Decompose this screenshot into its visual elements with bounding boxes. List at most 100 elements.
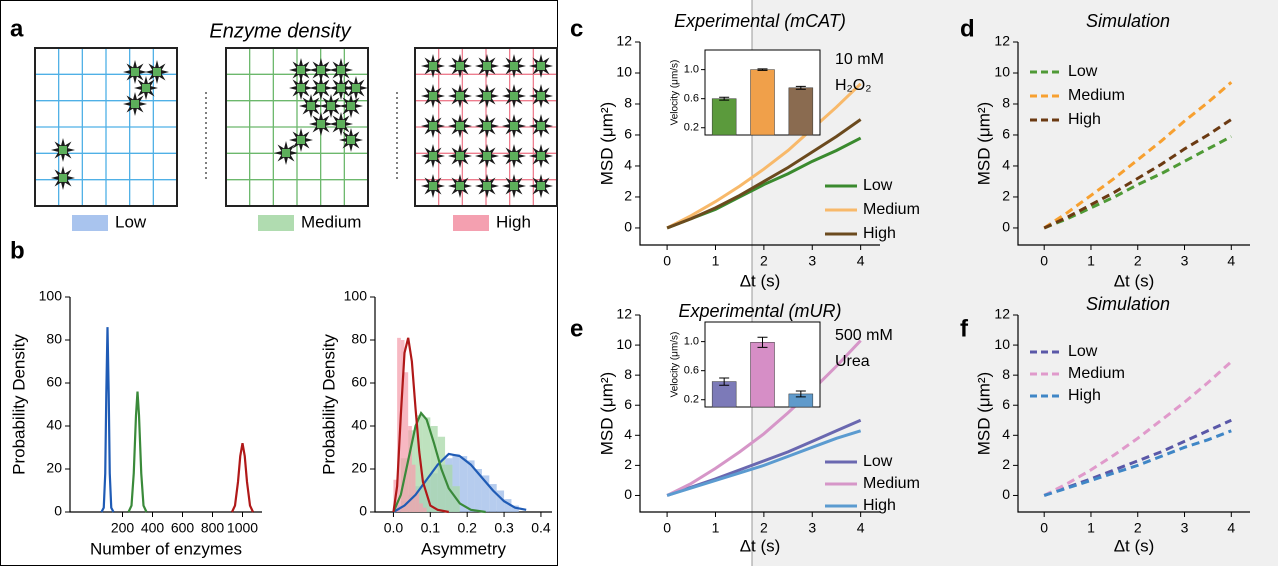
x-tick-label: 0 [1040,520,1048,536]
enzyme-spike [511,54,517,63]
enzyme-spike [329,121,338,127]
density-curve [231,443,254,513]
enzyme [429,62,437,70]
enzyme-spike [517,93,526,99]
msd-line [1043,118,1233,230]
x-tick-label: 0 [663,520,671,536]
enzyme-spike [154,75,160,84]
enzyme [429,122,437,130]
x-tick-label: 2 [1134,253,1142,269]
enzyme-spike [298,76,304,85]
x-axis-label: Δt (s) [740,271,781,290]
x-tick-label: 1 [712,520,720,536]
x-tick-label: 3 [808,520,816,536]
inset-bar [788,87,814,136]
enzyme-spike [502,123,511,129]
enzyme-spike [324,67,333,73]
y-tick-label: 0 [359,503,367,519]
enzyme-spike [344,85,353,91]
enzyme-spike [348,109,354,118]
enzyme [59,146,67,154]
enzyme [537,152,545,160]
x-tick-label: 2 [1134,520,1142,536]
enzyme-spike [298,91,304,100]
enzyme [347,102,355,110]
enzyme-spike [484,84,490,93]
enzyme-spike [544,153,553,159]
enzyme-spike [490,153,499,159]
y-tick-label: 12 [994,306,1010,322]
enzyme-spike [490,183,499,189]
histogram-bar [422,417,431,512]
enzyme-spike [66,147,75,153]
enzyme-spike [484,69,490,78]
histogram-bar [437,436,446,512]
enzyme-spike [538,144,544,153]
enzyme-spike [51,147,60,153]
enzyme-spike [318,58,324,67]
x-tick-label: 0.4 [531,520,551,536]
y-tick-label: 20 [46,460,62,476]
enzyme-spike [517,123,526,129]
enzyme [483,182,491,190]
y-tick-label: 2 [624,456,632,472]
enzyme-spike [430,114,436,123]
density-curve [392,337,449,514]
enzyme-spike [348,128,354,137]
enzyme-spike [132,92,138,101]
inset-bar [750,342,775,408]
enzyme [337,120,345,128]
x-tick-label: 4 [1227,520,1235,536]
enzyme-spike [430,84,436,93]
y-tick-label: 4 [624,157,632,173]
chart-title: Simulation [1086,11,1170,31]
enzyme-spike [517,183,526,189]
enzyme [429,152,437,160]
enzyme-spike [484,159,490,168]
error-bar [795,85,806,90]
enzyme-spike [511,99,517,108]
axis [1017,42,1250,246]
enzyme-spike [289,150,298,156]
annotation: 500 mM [835,327,893,344]
enzyme-spike [436,123,445,129]
enzyme-spike [318,91,324,100]
enzyme-spike [304,67,313,73]
enzyme [483,92,491,100]
legend-label: Low [115,212,147,231]
enzyme-spike [475,153,484,159]
histogram-bar [411,464,416,512]
y-tick-label: 10 [616,64,632,80]
enzyme-spike [338,91,344,100]
error-bar [719,96,730,101]
y-tick-label: 8 [1002,95,1010,111]
y-tick-label: 20 [351,460,367,476]
enzyme-spike [309,121,318,127]
enzyme [317,84,325,92]
x-tick-label: 4 [857,520,865,536]
legend-label: High [863,497,896,514]
inset-tick-label: 0.2 [684,122,699,134]
enzyme-spike [511,129,517,138]
enzyme-spike [132,60,138,69]
legend-label: Low [863,177,893,194]
enzyme [456,122,464,130]
enzyme-spike [319,103,328,109]
y-tick-label: 4 [624,426,632,442]
annotation: 10 mM [835,51,884,68]
enzyme-spike [160,69,169,75]
enzyme-spike [502,63,511,69]
y-tick-label: 8 [1002,366,1010,382]
msd-line [666,429,862,497]
enzyme [537,92,545,100]
histogram-bar [481,475,490,512]
axis [639,315,880,513]
legend-label: Medium [1068,87,1125,104]
enzyme-spike [145,69,154,75]
histogram-bar [467,460,475,512]
enzyme-spike [289,67,298,73]
y-tick-label: 40 [351,417,367,433]
legend-label: Medium [863,201,920,218]
density-curve [392,411,486,514]
y-tick-label: 6 [1002,126,1010,142]
